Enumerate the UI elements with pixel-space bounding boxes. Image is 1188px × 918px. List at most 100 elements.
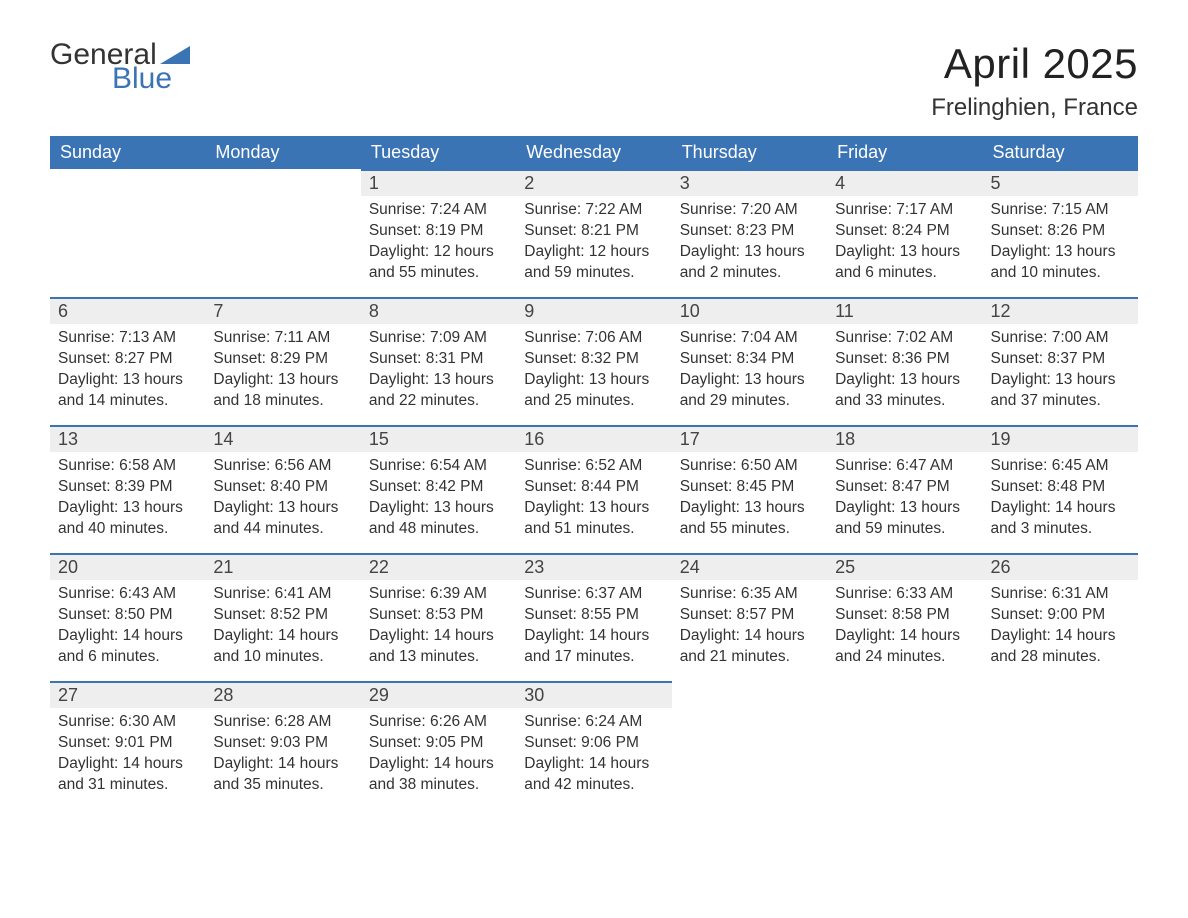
- day-number: 21: [205, 553, 360, 580]
- calendar-day-cell: 19Sunrise: 6:45 AMSunset: 8:48 PMDayligh…: [983, 425, 1138, 553]
- sunrise: Sunrise: 6:28 AM: [213, 712, 352, 733]
- sunset: Sunset: 8:27 PM: [58, 349, 197, 370]
- calendar-day-cell: 18Sunrise: 6:47 AMSunset: 8:47 PMDayligh…: [827, 425, 982, 553]
- calendar-week-row: 20Sunrise: 6:43 AMSunset: 8:50 PMDayligh…: [50, 553, 1138, 681]
- daylight-line1: Daylight: 14 hours: [680, 626, 819, 647]
- sunrise: Sunrise: 7:24 AM: [369, 200, 508, 221]
- day-details: Sunrise: 7:04 AMSunset: 8:34 PMDaylight:…: [672, 324, 827, 420]
- weekday-header: Thursday: [672, 136, 827, 169]
- day-details: Sunrise: 6:37 AMSunset: 8:55 PMDaylight:…: [516, 580, 671, 676]
- sunset: Sunset: 8:48 PM: [991, 477, 1130, 498]
- sunrise: Sunrise: 7:22 AM: [524, 200, 663, 221]
- calendar-week-row: 27Sunrise: 6:30 AMSunset: 9:01 PMDayligh…: [50, 681, 1138, 809]
- daylight-line1: Daylight: 13 hours: [680, 370, 819, 391]
- daylight-line2: and 51 minutes.: [524, 519, 663, 540]
- daylight-line1: Daylight: 14 hours: [991, 626, 1130, 647]
- day-number: 16: [516, 425, 671, 452]
- day-details: Sunrise: 7:00 AMSunset: 8:37 PMDaylight:…: [983, 324, 1138, 420]
- day-number: 3: [672, 169, 827, 196]
- daylight-line1: Daylight: 13 hours: [991, 242, 1130, 263]
- sunrise: Sunrise: 6:24 AM: [524, 712, 663, 733]
- sunset: Sunset: 8:58 PM: [835, 605, 974, 626]
- day-details: Sunrise: 7:15 AMSunset: 8:26 PMDaylight:…: [983, 196, 1138, 292]
- day-details: Sunrise: 7:02 AMSunset: 8:36 PMDaylight:…: [827, 324, 982, 420]
- calendar-day-cell: 9Sunrise: 7:06 AMSunset: 8:32 PMDaylight…: [516, 297, 671, 425]
- sunset: Sunset: 8:39 PM: [58, 477, 197, 498]
- sunrise: Sunrise: 7:09 AM: [369, 328, 508, 349]
- day-details: Sunrise: 6:54 AMSunset: 8:42 PMDaylight:…: [361, 452, 516, 548]
- calendar-day-cell: 17Sunrise: 6:50 AMSunset: 8:45 PMDayligh…: [672, 425, 827, 553]
- daylight-line1: Daylight: 13 hours: [835, 498, 974, 519]
- day-number: 23: [516, 553, 671, 580]
- calendar-day-cell: 12Sunrise: 7:00 AMSunset: 8:37 PMDayligh…: [983, 297, 1138, 425]
- calendar-day-cell: [983, 681, 1138, 809]
- day-details: Sunrise: 6:52 AMSunset: 8:44 PMDaylight:…: [516, 452, 671, 548]
- daylight-line2: and 59 minutes.: [835, 519, 974, 540]
- calendar-day-cell: 24Sunrise: 6:35 AMSunset: 8:57 PMDayligh…: [672, 553, 827, 681]
- calendar-day-cell: 27Sunrise: 6:30 AMSunset: 9:01 PMDayligh…: [50, 681, 205, 809]
- calendar-day-cell: 30Sunrise: 6:24 AMSunset: 9:06 PMDayligh…: [516, 681, 671, 809]
- calendar-day-cell: 28Sunrise: 6:28 AMSunset: 9:03 PMDayligh…: [205, 681, 360, 809]
- calendar-day-cell: 11Sunrise: 7:02 AMSunset: 8:36 PMDayligh…: [827, 297, 982, 425]
- day-number: 24: [672, 553, 827, 580]
- sunset: Sunset: 8:31 PM: [369, 349, 508, 370]
- sunset: Sunset: 8:52 PM: [213, 605, 352, 626]
- daylight-line2: and 17 minutes.: [524, 647, 663, 668]
- daylight-line2: and 55 minutes.: [680, 519, 819, 540]
- sunset: Sunset: 8:40 PM: [213, 477, 352, 498]
- daylight-line2: and 13 minutes.: [369, 647, 508, 668]
- daylight-line1: Daylight: 13 hours: [213, 498, 352, 519]
- day-number: 6: [50, 297, 205, 324]
- day-details: Sunrise: 6:58 AMSunset: 8:39 PMDaylight:…: [50, 452, 205, 548]
- day-number: 29: [361, 681, 516, 708]
- sunset: Sunset: 8:53 PM: [369, 605, 508, 626]
- logo: General Blue: [50, 40, 190, 94]
- daylight-line2: and 22 minutes.: [369, 391, 508, 412]
- daylight-line2: and 28 minutes.: [991, 647, 1130, 668]
- daylight-line2: and 3 minutes.: [991, 519, 1130, 540]
- calendar-day-cell: 5Sunrise: 7:15 AMSunset: 8:26 PMDaylight…: [983, 169, 1138, 297]
- header: General Blue April 2025 Frelinghien, Fra…: [50, 40, 1138, 122]
- calendar-day-cell: [205, 169, 360, 297]
- daylight-line2: and 44 minutes.: [213, 519, 352, 540]
- daylight-line1: Daylight: 13 hours: [369, 498, 508, 519]
- sunrise: Sunrise: 6:33 AM: [835, 584, 974, 605]
- sunrise: Sunrise: 6:45 AM: [991, 456, 1130, 477]
- sunset: Sunset: 8:19 PM: [369, 221, 508, 242]
- daylight-line2: and 35 minutes.: [213, 775, 352, 796]
- calendar-day-cell: 14Sunrise: 6:56 AMSunset: 8:40 PMDayligh…: [205, 425, 360, 553]
- daylight-line1: Daylight: 13 hours: [58, 498, 197, 519]
- weekday-header: Sunday: [50, 136, 205, 169]
- daylight-line2: and 24 minutes.: [835, 647, 974, 668]
- sunset: Sunset: 9:06 PM: [524, 733, 663, 754]
- sunrise: Sunrise: 6:41 AM: [213, 584, 352, 605]
- day-number: 10: [672, 297, 827, 324]
- day-details: Sunrise: 7:09 AMSunset: 8:31 PMDaylight:…: [361, 324, 516, 420]
- daylight-line2: and 10 minutes.: [213, 647, 352, 668]
- daylight-line1: Daylight: 13 hours: [213, 370, 352, 391]
- calendar-day-cell: 21Sunrise: 6:41 AMSunset: 8:52 PMDayligh…: [205, 553, 360, 681]
- calendar-day-cell: 13Sunrise: 6:58 AMSunset: 8:39 PMDayligh…: [50, 425, 205, 553]
- day-number: 26: [983, 553, 1138, 580]
- day-number: 19: [983, 425, 1138, 452]
- weekday-header: Saturday: [983, 136, 1138, 169]
- title-block: April 2025 Frelinghien, France: [931, 40, 1138, 122]
- sunrise: Sunrise: 6:54 AM: [369, 456, 508, 477]
- sunrise: Sunrise: 6:43 AM: [58, 584, 197, 605]
- sunset: Sunset: 8:24 PM: [835, 221, 974, 242]
- sunrise: Sunrise: 7:17 AM: [835, 200, 974, 221]
- calendar-day-cell: 3Sunrise: 7:20 AMSunset: 8:23 PMDaylight…: [672, 169, 827, 297]
- day-number: 4: [827, 169, 982, 196]
- sunrise: Sunrise: 6:26 AM: [369, 712, 508, 733]
- day-details: Sunrise: 6:47 AMSunset: 8:47 PMDaylight:…: [827, 452, 982, 548]
- calendar-day-cell: [50, 169, 205, 297]
- daylight-line1: Daylight: 13 hours: [991, 370, 1130, 391]
- day-details: Sunrise: 6:31 AMSunset: 9:00 PMDaylight:…: [983, 580, 1138, 676]
- sunrise: Sunrise: 6:47 AM: [835, 456, 974, 477]
- day-details: Sunrise: 7:06 AMSunset: 8:32 PMDaylight:…: [516, 324, 671, 420]
- sunrise: Sunrise: 7:11 AM: [213, 328, 352, 349]
- sunset: Sunset: 9:03 PM: [213, 733, 352, 754]
- daylight-line1: Daylight: 13 hours: [680, 242, 819, 263]
- day-number: 18: [827, 425, 982, 452]
- sunrise: Sunrise: 7:02 AM: [835, 328, 974, 349]
